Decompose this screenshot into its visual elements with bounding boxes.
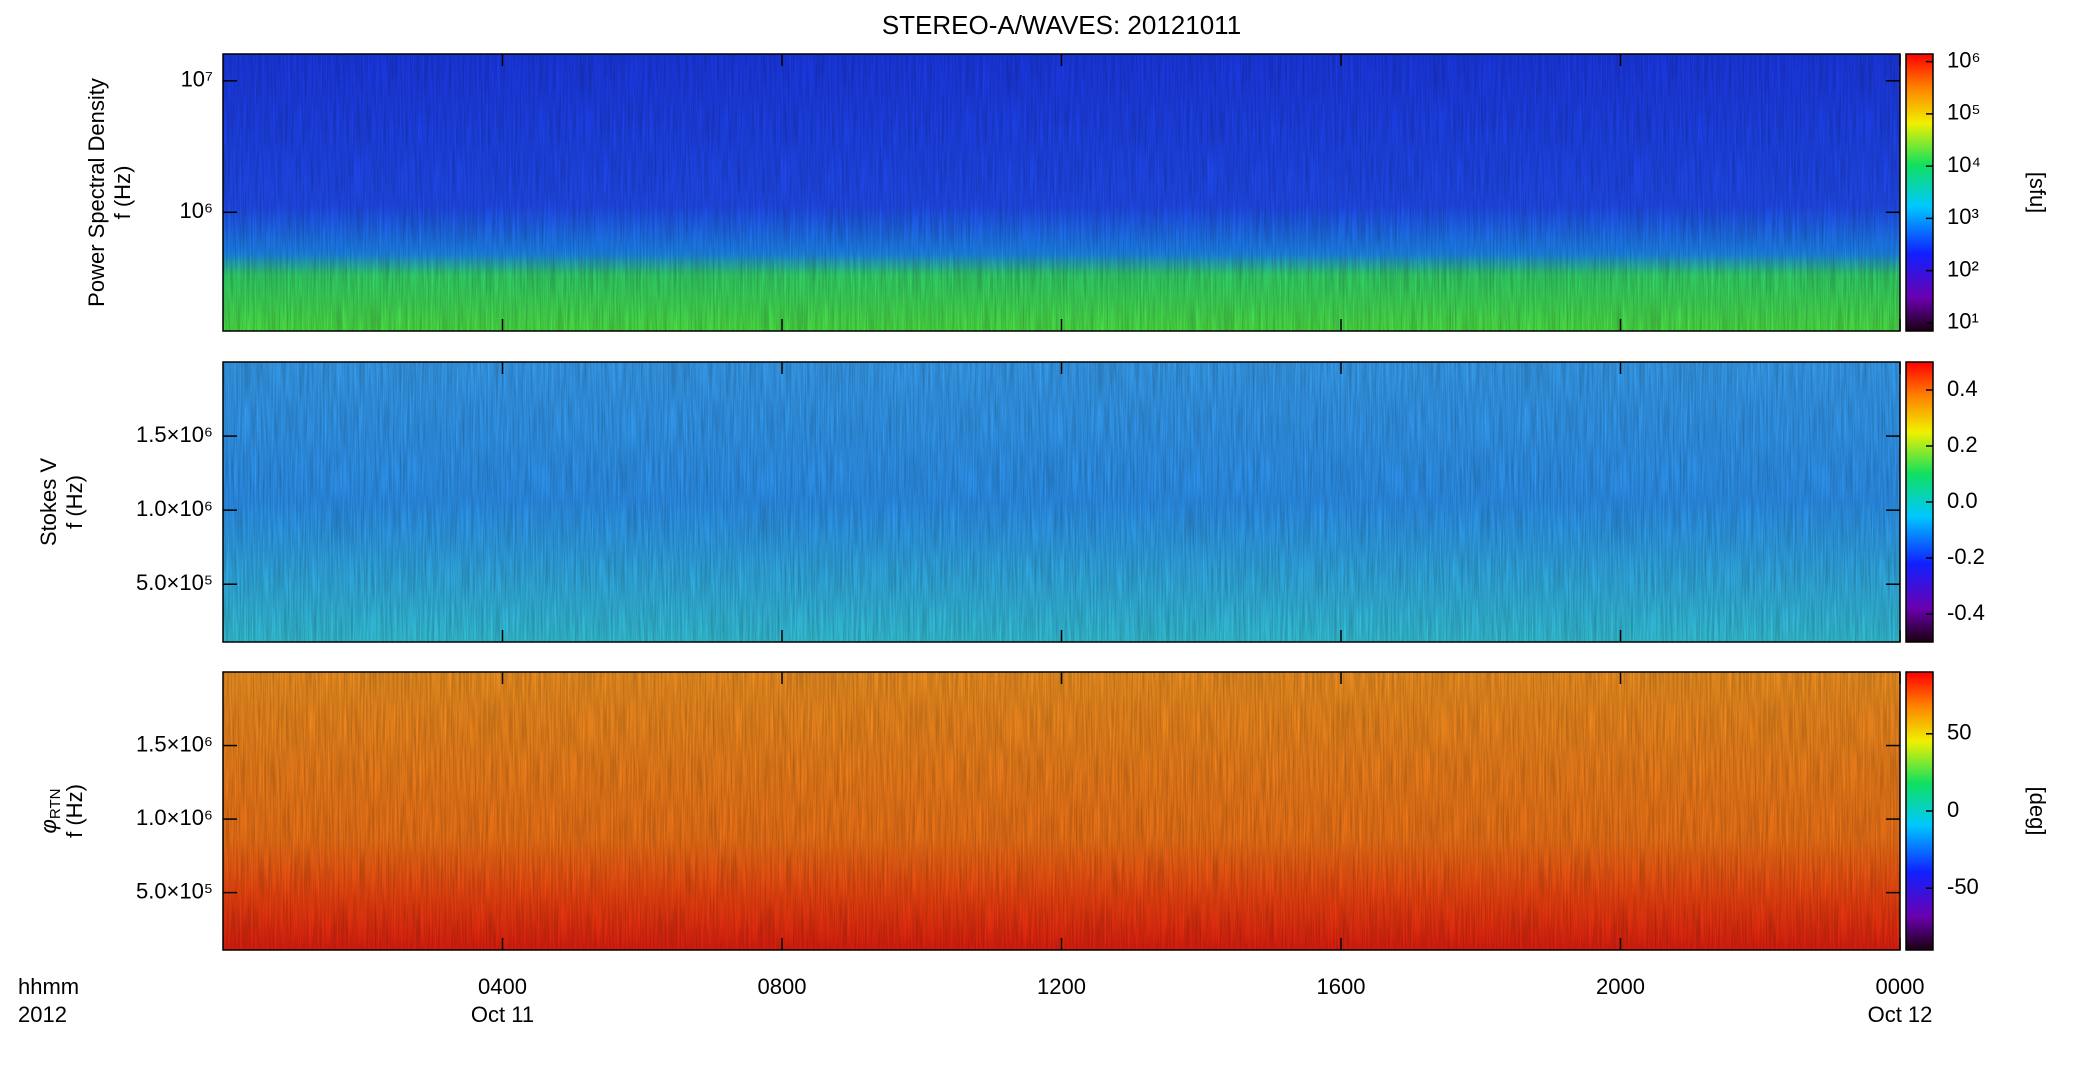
colorbar-tick-label: 10³: [1947, 204, 1979, 229]
colorbar-tick-label: 0.0: [1947, 488, 1978, 513]
colorbar-tick-label: 10¹: [1947, 309, 1979, 334]
chart-title: STEREO-A/WAVES: 20121011: [882, 10, 1241, 40]
y-axis-label-sub: RTN: [47, 789, 64, 820]
colorbar-tick-label: 0.4: [1947, 376, 1978, 401]
heatmap-texture: [223, 672, 1900, 950]
x-tick-label: 0800: [758, 974, 807, 999]
x-tick-label: 2000: [1596, 974, 1645, 999]
y-tick-label: 5.0×10⁵: [136, 878, 213, 903]
y-axis-label: Power Spectral Density: [84, 78, 109, 307]
x-tick-label: 0400: [478, 974, 527, 999]
x-tick-label: 0000: [1876, 974, 1925, 999]
heatmap-texture: [223, 54, 1900, 331]
y-axis-unit: f (Hz): [62, 475, 87, 529]
colorbar-tick-label: 0: [1947, 797, 1959, 822]
x-axis-year: 2012: [18, 1002, 67, 1027]
heatmap-texture: [223, 362, 1900, 642]
y-tick-label: 5.0×10⁵: [136, 570, 213, 595]
colorbar-tick-label: 0.2: [1947, 432, 1978, 457]
y-tick-label: 10⁷: [181, 67, 213, 92]
y-axis-unit: f (Hz): [110, 166, 135, 220]
y-axis-label: Stokes V: [36, 458, 61, 546]
colorbar-tick-label: 10⁵: [1947, 100, 1981, 125]
y-axis-label-text: φ: [36, 819, 61, 833]
x-axis-label: hhmm: [18, 974, 79, 999]
colorbar-label: [sfu]: [2025, 172, 2050, 214]
x-tick-label: 1200: [1037, 974, 1086, 999]
colorbar-label: [deg]: [2025, 787, 2050, 836]
x-date-label: Oct 12: [1868, 1002, 1933, 1027]
y-tick-label: 1.0×10⁶: [136, 496, 213, 521]
y-tick-label: 1.5×10⁶: [136, 731, 213, 756]
x-date-label: Oct 11: [471, 1002, 534, 1027]
colorbar-tick-label: 10²: [1947, 256, 1979, 281]
y-tick-label: 1.5×10⁶: [136, 422, 213, 447]
colorbar-tick-label: 10⁶: [1947, 47, 1981, 72]
x-tick-label: 1600: [1317, 974, 1366, 999]
colorbar-tick-label: -0.4: [1947, 600, 1985, 625]
y-tick-label: 1.0×10⁶: [136, 805, 213, 830]
y-axis-label-text: Power Spectral Density: [84, 78, 109, 307]
y-axis-unit: f (Hz): [62, 784, 87, 838]
y-tick-label: 10⁶: [179, 198, 213, 223]
colorbar: [1905, 53, 1934, 332]
colorbar-tick-label: -50: [1947, 874, 1979, 899]
colorbar-tick-label: 10⁴: [1947, 152, 1981, 177]
y-axis-label-text: Stokes V: [36, 458, 61, 546]
colorbar-tick-label: -0.2: [1947, 544, 1985, 569]
y-axis-label: φRTN: [36, 789, 64, 834]
colorbar-tick-label: 50: [1947, 720, 1971, 745]
